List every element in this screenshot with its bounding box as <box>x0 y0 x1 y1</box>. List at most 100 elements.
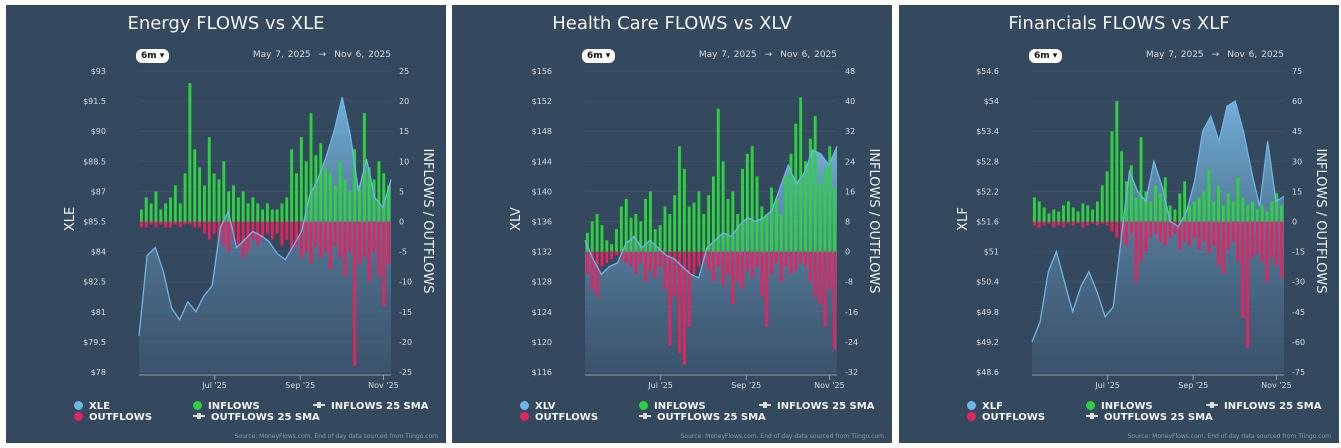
inflow-bar[interactable] <box>813 116 817 252</box>
inflow-bar[interactable] <box>590 221 594 252</box>
inflow-bar[interactable] <box>372 179 376 222</box>
outflow-bar[interactable] <box>377 221 381 276</box>
inflow-bar[interactable] <box>1226 193 1230 222</box>
legend-item-outflows-sma[interactable]: OUTFLOWS 25 SMA <box>1086 412 1213 423</box>
legend-item-inflows[interactable]: INFLOWS <box>639 401 766 412</box>
outflow-bar[interactable] <box>367 221 371 282</box>
outflow-bar[interactable] <box>217 221 221 240</box>
inflow-bar[interactable] <box>1173 209 1177 222</box>
outflow-bar[interactable] <box>629 251 633 267</box>
outflow-bar[interactable] <box>1236 221 1240 262</box>
outflow-bar[interactable] <box>333 221 337 246</box>
outflow-bar[interactable] <box>634 251 638 275</box>
legend-item-outflows-sma[interactable]: OUTFLOWS 25 SMA <box>639 412 766 423</box>
outflow-bar[interactable] <box>673 251 677 297</box>
inflow-bar[interactable] <box>1231 201 1235 222</box>
inflow-bar[interactable] <box>207 137 211 222</box>
inflow-bar[interactable] <box>687 206 691 252</box>
inflow-bar[interactable] <box>653 229 657 252</box>
inflow-bar[interactable] <box>1086 205 1090 222</box>
outflow-bar[interactable] <box>144 221 148 228</box>
inflow-bar[interactable] <box>678 146 681 252</box>
outflow-bar[interactable] <box>639 251 643 263</box>
inflow-bar[interactable] <box>818 183 822 252</box>
inflow-bar[interactable] <box>648 191 652 252</box>
outflow-bar[interactable] <box>610 251 614 260</box>
outflow-bar[interactable] <box>343 221 347 276</box>
inflow-bar[interactable] <box>1139 137 1143 222</box>
legend-item-price[interactable]: XLE <box>74 401 152 412</box>
outflow-bar[interactable] <box>314 221 318 246</box>
outflow-bar[interactable] <box>833 251 837 350</box>
inflow-bar[interactable] <box>212 173 216 222</box>
outflow-bar[interactable] <box>658 251 662 267</box>
inflow-bar[interactable] <box>770 187 774 252</box>
inflow-bar[interactable] <box>1265 211 1269 222</box>
outflow-bar[interactable] <box>154 221 158 228</box>
outflow-bar[interactable] <box>731 251 735 305</box>
outflow-bar[interactable] <box>760 251 764 297</box>
inflow-bar[interactable] <box>1188 205 1191 222</box>
outflow-bar[interactable] <box>1105 221 1109 226</box>
outflow-bar[interactable] <box>1047 221 1051 224</box>
inflow-bar[interactable] <box>595 213 599 252</box>
inflow-bar[interactable] <box>1183 181 1187 222</box>
outflow-bar[interactable] <box>1062 221 1065 228</box>
outflow-bar[interactable] <box>236 221 240 246</box>
inflow-bar[interactable] <box>1105 171 1109 222</box>
inflow-bar[interactable] <box>629 217 633 252</box>
inflow-bar[interactable] <box>711 176 715 252</box>
outflow-bar[interactable] <box>784 251 788 267</box>
outflow-bar[interactable] <box>227 221 231 252</box>
inflow-bar[interactable] <box>615 229 618 252</box>
inflow-bar[interactable] <box>154 191 158 222</box>
inflow-bar[interactable] <box>338 161 342 222</box>
legend-item-inflows[interactable]: INFLOWS <box>1086 401 1213 412</box>
date-start[interactable]: May 7, 2025 <box>698 50 757 60</box>
inflow-bar[interactable] <box>750 146 754 252</box>
inflow-bar[interactable] <box>183 173 187 222</box>
outflow-bar[interactable] <box>198 221 202 228</box>
outflow-bar[interactable] <box>736 251 740 282</box>
outflow-bar[interactable] <box>697 251 701 267</box>
outflow-bar[interactable] <box>1158 221 1162 242</box>
inflow-bar[interactable] <box>639 221 643 252</box>
inflow-bar[interactable] <box>585 232 589 252</box>
outflow-bar[interactable] <box>687 251 691 327</box>
inflow-bar[interactable] <box>774 198 778 252</box>
inflow-bar[interactable] <box>236 197 240 222</box>
inflow-bar[interactable] <box>144 197 148 222</box>
inflow-bar[interactable] <box>784 176 788 252</box>
outflow-bar[interactable] <box>261 221 265 240</box>
date-range[interactable]: May 7, 2025 → Nov 6, 2025 <box>253 50 391 60</box>
outflow-bar[interactable] <box>1071 221 1075 226</box>
outflow-bar[interactable] <box>241 221 245 258</box>
inflow-bar[interactable] <box>241 191 245 222</box>
outflow-bar[interactable] <box>682 251 686 365</box>
inflow-bar[interactable] <box>348 191 352 222</box>
inflow-bar[interactable] <box>1221 205 1225 222</box>
inflow-bar[interactable] <box>673 195 677 252</box>
outflow-bar[interactable] <box>1231 221 1235 242</box>
inflow-bar[interactable] <box>275 209 279 222</box>
outflow-bar[interactable] <box>765 251 769 327</box>
legend-item-price[interactable]: XLV <box>520 401 598 412</box>
outflow-bar[interactable] <box>362 221 366 258</box>
inflow-bar[interactable] <box>1280 205 1284 222</box>
inflow-bar[interactable] <box>193 149 197 222</box>
outflow-bar[interactable] <box>1100 221 1104 224</box>
inflow-bar[interactable] <box>1197 197 1201 222</box>
outflow-bar[interactable] <box>1280 221 1284 278</box>
inflow-bar[interactable] <box>280 203 284 222</box>
inflow-bar[interactable] <box>634 213 638 252</box>
inflow-bar[interactable] <box>1071 207 1075 222</box>
outflow-bar[interactable] <box>207 221 211 240</box>
inflow-bar[interactable] <box>178 203 182 222</box>
legend-item-price[interactable]: XLF <box>967 401 1045 412</box>
inflow-bar[interactable] <box>198 167 202 222</box>
inflow-bar[interactable] <box>741 168 744 252</box>
outflow-bar[interactable] <box>595 251 599 297</box>
inflow-bar[interactable] <box>721 161 725 252</box>
inflow-bar[interactable] <box>605 240 609 252</box>
outflow-bar[interactable] <box>605 251 609 263</box>
